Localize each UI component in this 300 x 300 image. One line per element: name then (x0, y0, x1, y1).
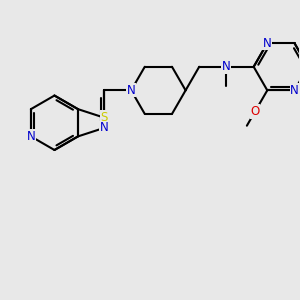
Text: N: N (290, 84, 299, 97)
Text: N: N (263, 37, 272, 50)
Text: S: S (100, 111, 108, 124)
Text: N: N (26, 130, 35, 143)
Text: O: O (250, 105, 260, 118)
Text: N: N (127, 84, 136, 97)
Text: N: N (222, 60, 231, 73)
Text: N: N (100, 122, 108, 134)
